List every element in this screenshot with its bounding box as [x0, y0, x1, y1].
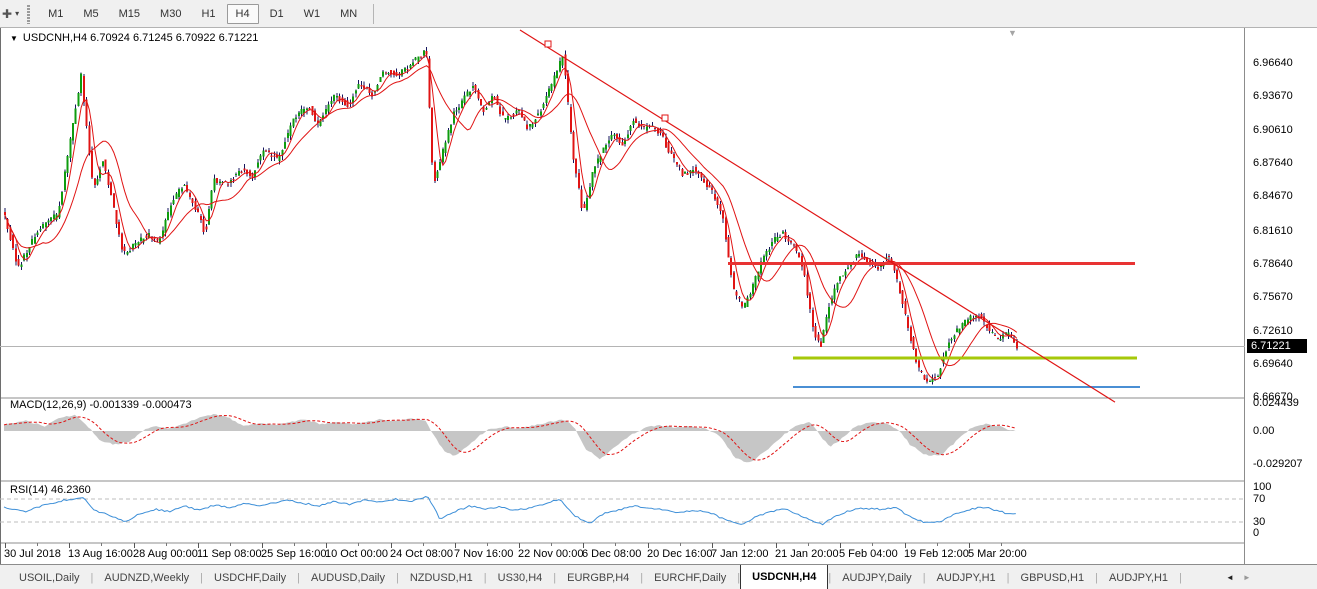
tab-separator: | — [640, 571, 644, 584]
price-axis-label: 6.72610 — [1253, 324, 1293, 337]
tab-audusd-daily-3[interactable]: AUDUSD,Daily — [311, 571, 385, 584]
time-axis-label: 6 Dec 08:00 — [582, 548, 642, 560]
tab-separator: | — [483, 571, 487, 584]
price-axis-label: 6.78640 — [1253, 257, 1293, 270]
timeframe-button-m15[interactable]: M15 — [118, 7, 141, 20]
tab-separator: | — [90, 571, 94, 584]
price-axis-label: 6.69640 — [1253, 358, 1293, 371]
price-chart-canvas[interactable] — [0, 28, 1245, 564]
macd-indicator-label: MACD(12,26,9) -0.001339 -0.000473 — [10, 399, 192, 411]
tab-scroll-left-icon[interactable]: ◄ — [1226, 572, 1234, 582]
price-axis-label: 6.90610 — [1253, 124, 1293, 137]
toolbar-grip-handle[interactable] — [27, 3, 33, 24]
time-axis-label: 7 Nov 16:00 — [454, 548, 514, 560]
tab-scroll-arrows: ◄ ► — [1226, 565, 1251, 589]
tab-separator: | — [922, 571, 926, 584]
rsi-axis-label: 0 — [1253, 527, 1260, 539]
price-axis-label: 6.96640 — [1253, 57, 1293, 69]
macd-axis-label: -0.029207 — [1253, 458, 1303, 471]
tab-separator: | — [1095, 571, 1098, 584]
tab-usdcnh-h4-8[interactable]: USDCNH,H4 — [740, 565, 829, 589]
tab-eurchf-daily-7[interactable]: EURCHF,Daily — [654, 571, 727, 584]
timeframe-buttons: M1 M5 M15 M30 H1 H4 D1 W1 MN — [38, 0, 367, 27]
price-axis-label: 6.93670 — [1253, 90, 1293, 103]
tab-separator: | — [1006, 571, 1010, 584]
price-axis-label: 6.81610 — [1253, 224, 1293, 237]
chevron-down-icon: ▾ — [15, 9, 20, 18]
rsi-indicator-label: RSI(14) 46.2360 — [10, 484, 91, 496]
chart-tab-bar: USOIL,Daily | AUDNZD,Weekly | USDCHF,Daily | A… — [0, 564, 1317, 589]
time-axis-label: 10 Oct 00:00 — [325, 548, 388, 560]
tab-separator: | — [1179, 571, 1182, 584]
timeframe-button-d1[interactable]: D1 — [269, 7, 284, 20]
timeframe-button-m30[interactable]: M30 — [160, 7, 182, 20]
timeframe-button-mn[interactable]: MN — [340, 7, 358, 20]
tab-separator: | — [395, 571, 399, 584]
tab-scroll-right-icon[interactable]: ► — [1242, 572, 1251, 582]
rsi-axis-label: 100 — [1253, 481, 1272, 493]
time-axis-label: 11 Sep 08:00 — [197, 548, 262, 560]
macd-axis-label: 0.00 — [1253, 425, 1275, 437]
time-axis-label: 28 Aug 00:00 — [133, 548, 198, 560]
tab-audnzd-weekly-1[interactable]: AUDNZD,Weekly — [104, 571, 190, 584]
tab-gbpusd-h1-11[interactable]: GBPUSD,H1 — [1020, 571, 1085, 584]
timeframe-button-m5[interactable]: M5 — [83, 7, 99, 20]
tab-separator: | — [200, 571, 204, 584]
chart-area: ▼ USDCNH,H4 6.70924 6.71245 6.70922 6.712… — [0, 28, 1317, 564]
tab-audjpy-h1-12[interactable]: AUDJPY,H1 — [1108, 571, 1169, 584]
tab-nzdusd-h1-4[interactable]: NZDUSD,H1 — [409, 571, 473, 584]
timeframe-button-m1[interactable]: M1 — [48, 7, 64, 20]
time-axis-label: 13 Aug 16:00 — [68, 548, 133, 560]
tab-separator: | — [553, 571, 557, 584]
time-axis-label: 22 Nov 00:00 — [518, 548, 584, 560]
chart-title[interactable]: ▼ USDCNH,H4 6.70924 6.71245 6.70922 6.712… — [10, 32, 258, 44]
timeframe-button-w1[interactable]: W1 — [303, 7, 321, 20]
time-axis-label: 19 Feb 12:00 — [904, 548, 969, 560]
price-axis-label: 6.87640 — [1253, 157, 1293, 170]
tab-usdchf-daily-2[interactable]: USDCHF,Daily — [214, 571, 287, 584]
tab-separator: | — [297, 571, 300, 584]
tab-separator: | — [828, 571, 832, 584]
time-axis-label: 7 Jan 12:00 — [711, 548, 769, 560]
chart-title-text: USDCNH,H4 6.70924 6.71245 6.70922 6.7122… — [22, 32, 259, 44]
rsi-axis-label: 70 — [1253, 493, 1266, 505]
price-axis-label: 6.75670 — [1253, 290, 1293, 303]
time-axis-label: 5 Mar 20:00 — [968, 548, 1027, 560]
crosshair-icon: ✚ — [2, 6, 13, 21]
cursor-tool-button[interactable]: ✚ ▾ — [0, 3, 23, 25]
price-axis[interactable]: 6.96640 6.93670 6.90610 6.87640 6.84670 6.816… — [1245, 28, 1317, 564]
time-axis-label: 21 Jan 20:00 — [775, 548, 839, 560]
tab-separator: | — [737, 571, 741, 584]
time-axis-label: 20 Dec 16:00 — [647, 548, 713, 560]
time-axis-label: 5 Feb 04:00 — [839, 548, 898, 560]
ohlc-toggle-icon[interactable]: ▼ — [10, 34, 18, 43]
chart-shift-marker-icon: ▼ — [1008, 28, 1017, 38]
price-axis-label: 6.84670 — [1253, 190, 1293, 203]
macd-axis-label: 0.024439 — [1253, 397, 1299, 410]
time-axis-label: 24 Oct 08:00 — [390, 548, 453, 560]
timeframe-button-h4[interactable]: H4 — [226, 3, 259, 24]
price-axis-label: 6.66670 — [1253, 391, 1293, 404]
tab-audjpy-h1-10[interactable]: AUDJPY,H1 — [936, 571, 996, 584]
toolbar-separator — [373, 3, 375, 24]
time-axis-label: 30 Jul 2018 — [4, 548, 61, 560]
rsi-axis-label: 30 — [1253, 516, 1266, 528]
current-price-tag: 6.71221 — [1247, 339, 1307, 353]
time-axis-label: 25 Sep 16:00 — [261, 548, 327, 560]
tab-us30-h4-5[interactable]: US30,H4 — [497, 571, 543, 584]
tab-usoil-daily-0[interactable]: USOIL,Daily — [19, 571, 80, 584]
timeframe-toolbar: ✚ ▾ M1 M5 M15 M30 H1 H4 D1 W1 MN — [0, 0, 1317, 28]
timeframe-button-h1[interactable]: H1 — [201, 7, 216, 20]
tab-eurgbp-h4-6[interactable]: EURGBP,H4 — [567, 571, 630, 584]
tab-audjpy-daily-9[interactable]: AUDJPY,Daily — [842, 571, 912, 584]
